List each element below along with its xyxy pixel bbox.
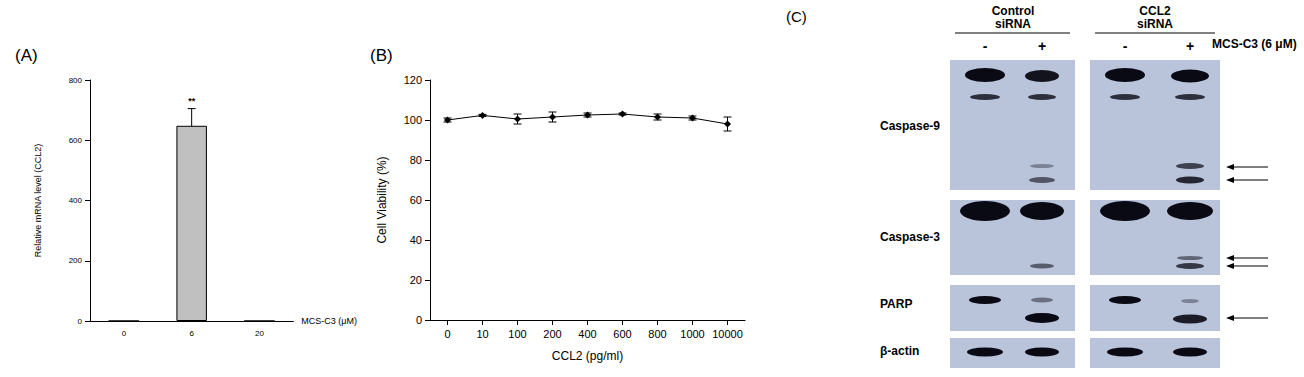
svg-text:MCS-C3 (6 μM): MCS-C3 (6 μM)	[1212, 37, 1297, 51]
svg-text:CCL2 (pg/ml): CCL2 (pg/ml)	[552, 349, 623, 363]
svg-text:800: 800	[648, 328, 666, 340]
svg-text:10000: 10000	[712, 328, 743, 340]
svg-text:+: +	[1186, 38, 1194, 54]
svg-text:-: -	[1123, 38, 1128, 54]
svg-text:CCL2: CCL2	[1139, 4, 1171, 18]
svg-text:MCS-C3 (μM): MCS-C3 (μM)	[301, 316, 357, 326]
svg-text:400: 400	[69, 196, 83, 205]
svg-text:120: 120	[404, 74, 422, 86]
svg-text:200: 200	[69, 256, 83, 265]
svg-text:600: 600	[613, 328, 631, 340]
svg-text:Caspase-3: Caspase-3	[880, 230, 940, 244]
svg-text:0: 0	[444, 328, 450, 340]
svg-text:100: 100	[404, 114, 422, 126]
svg-text:800: 800	[69, 76, 83, 85]
svg-text:(C): (C)	[786, 8, 807, 25]
svg-text:10: 10	[476, 328, 488, 340]
svg-text:20: 20	[255, 329, 264, 338]
svg-text:0: 0	[416, 314, 422, 326]
svg-text:+: +	[1038, 38, 1046, 54]
svg-text:200: 200	[543, 328, 561, 340]
svg-text:1000: 1000	[680, 328, 704, 340]
svg-text:6: 6	[189, 329, 194, 338]
svg-text:(B): (B)	[370, 46, 393, 65]
svg-text:20: 20	[410, 274, 422, 286]
svg-text:**: **	[188, 96, 196, 106]
svg-text:100: 100	[508, 328, 526, 340]
svg-text:80: 80	[410, 154, 422, 166]
svg-text:(A): (A)	[15, 46, 38, 65]
svg-text:Cell Viability (%): Cell Viability (%)	[375, 156, 389, 243]
svg-text:0: 0	[122, 329, 127, 338]
svg-text:Control: Control	[992, 4, 1035, 18]
svg-text:siRNA: siRNA	[1137, 17, 1173, 31]
svg-text:PARP: PARP	[880, 297, 912, 311]
svg-text:400: 400	[578, 328, 596, 340]
svg-text:Caspase-9: Caspase-9	[880, 119, 940, 133]
svg-text:-: -	[983, 38, 988, 54]
svg-text:siRNA: siRNA	[995, 17, 1031, 31]
svg-text:0: 0	[78, 317, 83, 326]
svg-text:600: 600	[69, 136, 83, 145]
svg-text:60: 60	[410, 194, 422, 206]
svg-text:β-actin: β-actin	[880, 344, 919, 358]
svg-text:40: 40	[410, 234, 422, 246]
svg-text:Relative mRNA level (CCL2): Relative mRNA level (CCL2)	[33, 144, 43, 258]
